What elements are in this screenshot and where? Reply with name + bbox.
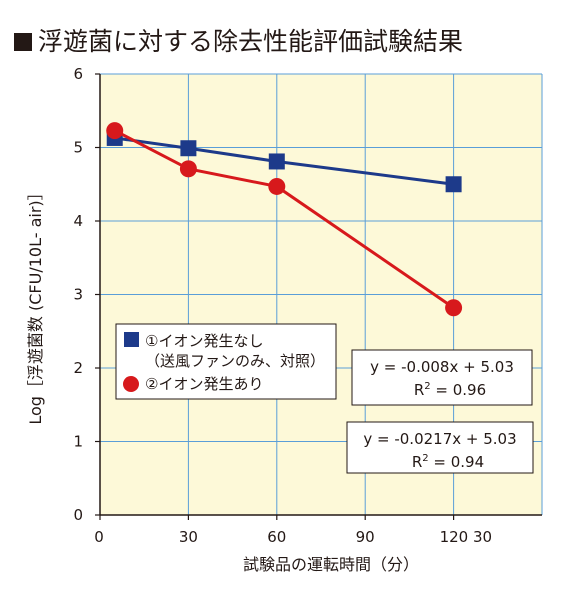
y-tick-label: 1 [73, 433, 83, 451]
x-tick-label: 90 [356, 528, 375, 546]
regression-equation-2: y = -0.0217x + 5.03 [363, 430, 516, 448]
regression-box-1 [351, 349, 533, 406]
series-1-point [180, 140, 197, 157]
y-tick-label: 5 [73, 139, 83, 157]
y-tick-label: 2 [73, 359, 83, 377]
regression-equation-1: y = -0.008x + 5.03 [370, 358, 514, 376]
legend-circle-icon [123, 376, 139, 392]
y-tick-label: 4 [73, 212, 83, 230]
x-axis-title: 試験品の運転時間（分） [243, 555, 419, 574]
r-squared-1: R2 = 0.96 [414, 381, 486, 399]
series-line-2 [114, 129, 455, 309]
regression-box-2 [346, 421, 534, 474]
x-tick-label: 0 [94, 528, 104, 546]
y-tick-label: 6 [73, 65, 83, 83]
legend-label-1b: （送風ファンのみ、対照） [145, 352, 325, 370]
y-axis-title: Log［浮遊菌数 (CFU/10L- air)］ [26, 184, 45, 424]
x-tick-label: 60 [267, 528, 286, 546]
series-1-point [445, 176, 462, 193]
series-2-point [106, 122, 124, 140]
series-2-point [445, 299, 463, 317]
chart-title-block: 浮遊菌に対する除去性能評価試験結果 [14, 22, 463, 62]
r-squared-value: = 0.96 [431, 381, 487, 399]
series-1-point [268, 153, 285, 170]
y-tick-label: 0 [73, 506, 83, 524]
legend-square-icon [124, 332, 139, 347]
legend-box [115, 323, 337, 400]
legend-label-1a: ①イオン発生なし [145, 332, 263, 350]
x-tick-label: 120 30 [440, 528, 493, 546]
r-squared-letter: R [412, 453, 422, 471]
title-square-icon [14, 33, 32, 51]
x-tick-label: 30 [179, 528, 198, 546]
r-squared-letter: R [414, 381, 424, 399]
r-squared-exponent: 2 [424, 381, 430, 392]
series-2-point [268, 177, 286, 195]
series-2-point [179, 160, 197, 178]
r-squared-2: R2 = 0.94 [412, 453, 484, 471]
series-line-1 [114, 136, 454, 186]
y-tick-label: 3 [73, 286, 83, 304]
r-squared-exponent: 2 [422, 453, 428, 464]
chart-title: 浮遊菌に対する除去性能評価試験結果 [38, 27, 464, 56]
r-squared-value: = 0.94 [429, 453, 485, 471]
legend-label-2: ②イオン発生あり [145, 375, 263, 393]
